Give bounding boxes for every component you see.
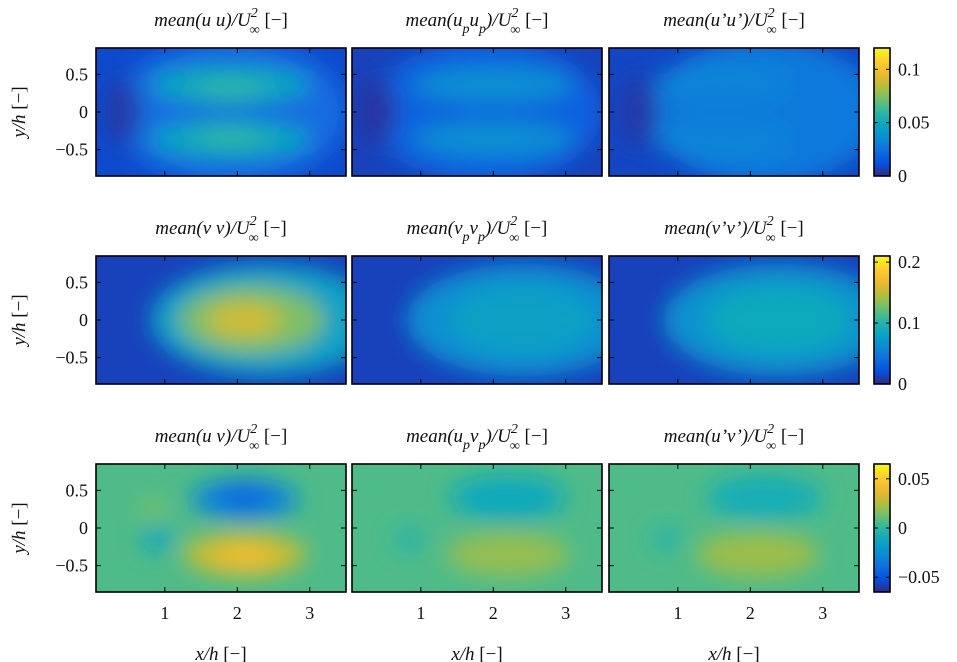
heatmap-blob: [395, 528, 424, 551]
heatmap-blob: [114, 40, 346, 183]
panel-vv-mean: mean(v v)/U2 ∞ [−] 0.5 0 −0.5 y/h [−]: [9, 214, 382, 384]
heatmap-blob: [194, 127, 266, 147]
panel-uu-fluct: mean(u’u’)/U2 ∞ [−]: [609, 6, 881, 184]
panel-title: mean(u u)/U2 ∞ [−]: [154, 6, 288, 38]
heatmap-field: [609, 464, 859, 592]
y-tick-label: −0.5: [55, 348, 88, 368]
panel-title: mean(u’u’)/U2 ∞ [−]: [663, 6, 805, 38]
x-tick-label: 3: [818, 603, 827, 623]
panel-title: mean(upvp)/U2 ∞ [−]: [406, 422, 548, 454]
y-tick-label: −0.5: [55, 140, 88, 160]
colorbar-vv: 0 0.1 0.2: [874, 252, 921, 394]
colorbar-tick-label: 0.05: [898, 113, 930, 133]
y-tick-label: 0: [79, 518, 88, 538]
panel-title: mean(vpvp)/U2 ∞ [−]: [407, 214, 548, 246]
colorbar-tick-label: 0: [898, 166, 907, 186]
panel-title: mean(v’v’)/U2 ∞ [−]: [664, 214, 803, 246]
colorbar-tick-label: 0.1: [898, 313, 921, 333]
heatmap-field: [96, 256, 382, 384]
colorbar-tick-label: 0: [898, 374, 907, 394]
heatmap-blob: [707, 475, 823, 520]
heatmap-blob: [707, 286, 852, 354]
heatmap-blob: [450, 286, 595, 354]
panel-vv-particle: mean(vpvp)/U2 ∞ [−]: [352, 214, 638, 384]
panel-uv-fluct: mean(u’v’)/U2 ∞ [−] 1 2 3 x/h [−]: [609, 422, 859, 662]
heatmap-blob: [450, 475, 566, 520]
y-axis-label: y/h [−]: [9, 86, 30, 139]
heatmap-blob: [656, 126, 786, 159]
heatmap-blob: [103, 78, 139, 146]
panel-title: mean(upup)/U2 ∞ [−]: [406, 6, 549, 38]
heatmap-blob: [414, 67, 573, 103]
heatmap-blob: [216, 484, 274, 508]
colorbar-tick-label: 0.1: [898, 59, 921, 79]
colorbar-tick-label: 0: [898, 518, 907, 538]
y-tick-label: 0.5: [66, 480, 89, 500]
colorbar-gradient: [874, 48, 890, 176]
heatmap-field: [96, 40, 346, 183]
colorbar-tick-label: 0.2: [898, 252, 921, 272]
panel-title: mean(u v)/U2 ∞ [−]: [155, 422, 288, 454]
x-axis-label: x/h [−]: [194, 644, 246, 662]
panel-uv-mean: mean(u v)/U2 ∞ [−] 1 2 3 x/h [−] 0.5 0 −0.5 y/h […: [9, 422, 346, 662]
y-axis-label: y/h [−]: [9, 294, 30, 347]
heatmap-blob: [212, 545, 277, 569]
colorbar-gradient: [874, 256, 890, 384]
x-tick-label: 2: [489, 603, 498, 623]
x-tick-label: 2: [746, 603, 755, 623]
heatmap-blob: [414, 121, 573, 157]
colorbar-tick-label: −0.05: [898, 567, 940, 587]
heatmap-field: [352, 256, 638, 384]
panel-title: mean(v v)/U2 ∞ [−]: [155, 214, 287, 246]
heatmap-field: [352, 464, 602, 592]
y-tick-label: 0.5: [66, 64, 89, 84]
heatmap-blob: [618, 78, 659, 146]
x-tick-label: 1: [673, 603, 682, 623]
heatmap-blob: [649, 40, 881, 183]
heatmap-blob: [370, 40, 602, 183]
y-tick-label: −0.5: [55, 556, 88, 576]
x-tick-label: 2: [233, 603, 242, 623]
heatmap-blob: [696, 532, 819, 577]
panel-vv-fluct: mean(v’v’)/U2 ∞ [−]: [609, 214, 895, 384]
x-tick-label: 1: [160, 603, 169, 623]
x-axis-label: x/h [−]: [707, 644, 759, 662]
colorbar-tick-label: 0.05: [898, 469, 930, 489]
y-tick-label: 0: [79, 102, 88, 122]
heatmap-blob: [139, 500, 168, 518]
heatmap-blob: [656, 65, 786, 98]
heatmap-blob: [194, 80, 266, 100]
heatmap-blob: [359, 78, 395, 146]
heatmap-field: [352, 40, 602, 183]
y-tick-label: 0.5: [66, 272, 89, 292]
panel-uu-particle: mean(upup)/U2 ∞ [−]: [352, 6, 602, 184]
y-tick-label: 0: [79, 310, 88, 330]
heatmap-blob: [652, 528, 681, 551]
x-tick-label: 3: [305, 603, 314, 623]
heatmap-blob: [446, 532, 569, 577]
x-axis-label: x/h [−]: [450, 644, 502, 662]
colorbar-uu: 0 0.05 0.1: [874, 48, 930, 186]
heatmap-field: [609, 256, 895, 384]
heatmap-blob: [142, 527, 174, 551]
panel-uv-particle: mean(upvp)/U2 ∞ [−] 1 2 3 x/h [−]: [352, 422, 602, 662]
x-tick-label: 1: [416, 603, 425, 623]
heatmap-field: [96, 464, 346, 592]
y-axis-label: y/h [−]: [9, 502, 30, 555]
heatmap-field: [609, 40, 881, 183]
colorbar-uv: −0.05 0 0.05: [874, 464, 940, 592]
x-tick-label: 3: [561, 603, 570, 623]
panel-uu-mean: mean(u u)/U2 ∞ [−] 0.5 0 −0.5 y/h [−]: [9, 6, 346, 184]
panel-title: mean(u’v’)/U2 ∞ [−]: [664, 422, 805, 454]
heatmap-blob: [208, 303, 280, 336]
